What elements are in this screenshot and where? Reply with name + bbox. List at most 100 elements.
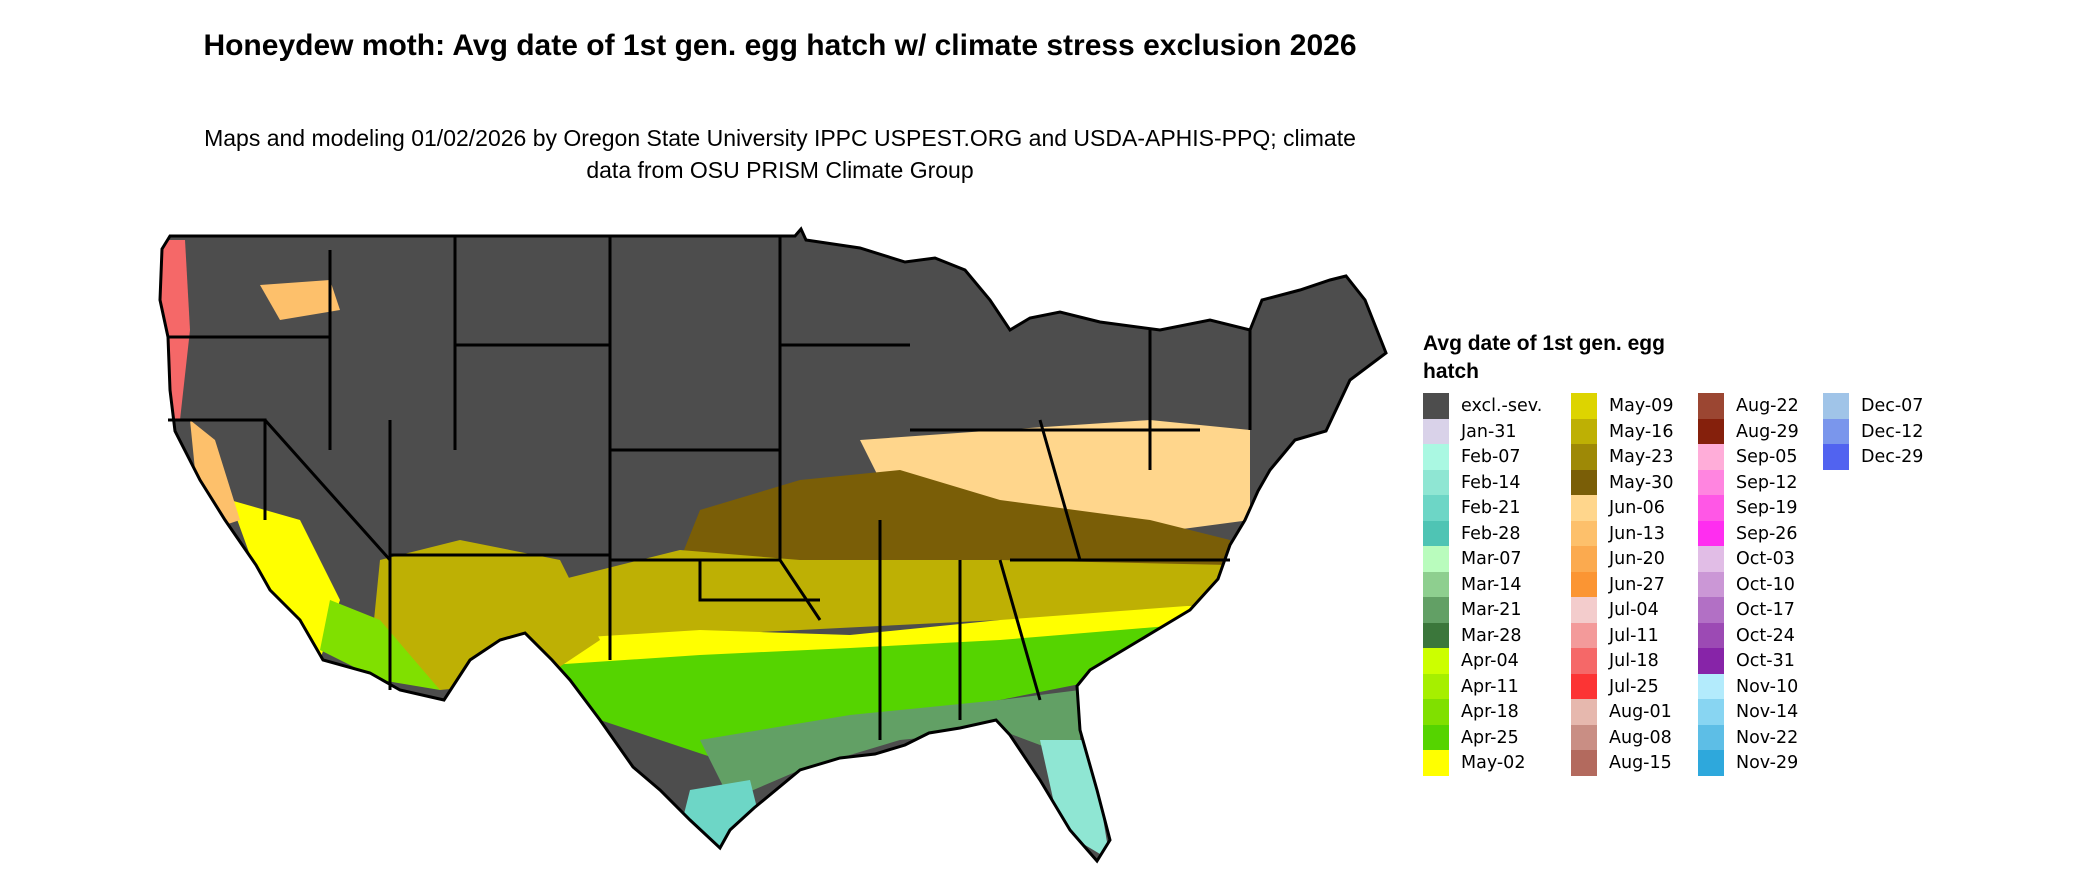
legend-label: Nov-10	[1736, 676, 1799, 697]
legend-swatch	[1423, 393, 1449, 419]
state-borders	[158, 227, 1388, 863]
legend-label: Jul-04	[1609, 600, 1659, 620]
legend-label: May-23	[1609, 447, 1674, 467]
legend-swatch	[1698, 699, 1724, 725]
legend-label: Dec-29	[1861, 447, 1924, 467]
legend-label: Dec-07	[1861, 396, 1924, 416]
legend-swatch	[1571, 597, 1597, 623]
legend-title: Avg date of 1st gen. egg hatch	[1423, 332, 1665, 383]
legend-swatch	[1698, 571, 1724, 597]
legend-label: Oct-03	[1736, 549, 1795, 569]
legend-swatch	[1698, 444, 1724, 470]
legend-label: Aug-01	[1609, 702, 1672, 722]
legend-label: Mar-14	[1461, 574, 1522, 595]
legend-label: Aug-29	[1736, 421, 1799, 442]
zone-jun-13-northwest	[260, 280, 340, 320]
legend-label: Jun-06	[1609, 498, 1665, 518]
legend-label: Sep-12	[1736, 472, 1798, 493]
legend-swatch	[1423, 648, 1449, 674]
legend-swatch	[1698, 750, 1724, 776]
legend-swatch	[1423, 418, 1449, 444]
map-title: Honeydew moth: Avg date of 1st gen. egg …	[203, 29, 1357, 62]
hatch-date-zones	[160, 240, 1250, 860]
legend-swatch	[1423, 546, 1449, 572]
zone-may-30	[680, 470, 1230, 580]
legend-swatch	[1571, 648, 1597, 674]
legend-label: May-16	[1609, 421, 1674, 442]
legend-swatch	[1571, 673, 1597, 699]
us-map	[158, 227, 1388, 863]
legend-swatch	[1423, 571, 1449, 597]
legend-label: Mar-28	[1461, 625, 1522, 646]
legend-label: Oct-24	[1736, 625, 1795, 646]
legend-swatch	[1698, 622, 1724, 648]
legend-label: Nov-29	[1736, 753, 1799, 773]
legend-label: Feb-07	[1461, 447, 1521, 467]
legend-swatch	[1698, 520, 1724, 546]
legend-swatch	[1698, 724, 1724, 750]
legend-swatch	[1698, 673, 1724, 699]
legend-label: May-09	[1609, 396, 1674, 416]
legend-swatch	[1423, 520, 1449, 546]
legend-label: Apr-25	[1461, 727, 1519, 748]
legend-label: Aug-15	[1609, 753, 1672, 773]
legend-label: Feb-14	[1461, 472, 1521, 493]
legend-swatch	[1698, 469, 1724, 495]
legend-swatch	[1571, 750, 1597, 776]
legend-swatch	[1698, 597, 1724, 623]
legend-label: excl.-sev.	[1461, 396, 1543, 416]
legend-swatch	[1823, 393, 1849, 419]
legend-label: Sep-26	[1736, 523, 1798, 544]
legend: Avg date of 1st gen. egg hatch excl.-sev…	[1423, 330, 1923, 776]
legend-label: Sep-05	[1736, 447, 1798, 467]
zone-apr-25-west	[320, 600, 440, 690]
legend-label: Jun-20	[1609, 549, 1665, 569]
legend-label: Feb-28	[1461, 523, 1521, 544]
legend-swatch	[1698, 418, 1724, 444]
legend-label: Nov-22	[1736, 727, 1799, 748]
legend-swatch	[1571, 469, 1597, 495]
legend-label: Apr-18	[1461, 702, 1519, 722]
legend-label: Sep-19	[1736, 498, 1798, 518]
legend-swatch	[1698, 648, 1724, 674]
legend-swatch	[1571, 520, 1597, 546]
legend-label: Aug-22	[1736, 396, 1799, 416]
legend-label: Jan-31	[1461, 421, 1517, 442]
legend-swatch	[1571, 699, 1597, 725]
legend-swatch	[1423, 724, 1449, 750]
legend-label: Dec-12	[1861, 421, 1924, 442]
legend-swatch	[1698, 546, 1724, 572]
legend-swatch	[1571, 622, 1597, 648]
legend-swatch	[1423, 469, 1449, 495]
legend-swatch	[1698, 495, 1724, 521]
legend-swatch	[1571, 393, 1597, 419]
legend-label: May-30	[1609, 472, 1674, 493]
legend-swatch	[1571, 495, 1597, 521]
zone-apr-25	[550, 625, 1180, 760]
zone-may-02	[540, 605, 1200, 670]
zone-jun-13-valley	[190, 420, 240, 525]
legend-swatch	[1423, 673, 1449, 699]
legend-label: Nov-14	[1736, 702, 1799, 722]
legend-swatch	[1823, 444, 1849, 470]
legend-label: Mar-21	[1461, 600, 1522, 620]
legend-swatch	[1571, 546, 1597, 572]
legend-swatch	[1423, 622, 1449, 648]
legend-swatch	[1571, 418, 1597, 444]
legend-swatch	[1423, 750, 1449, 776]
legend-label: Jun-13	[1609, 523, 1665, 544]
legend-label: Oct-10	[1736, 574, 1795, 595]
legend-label: Jul-18	[1609, 651, 1659, 671]
legend-swatch	[1571, 571, 1597, 597]
map-subtitle: Maps and modeling 01/02/2026 by Oregon S…	[204, 125, 1356, 183]
legend-label: Jul-11	[1609, 625, 1659, 646]
legend-label: Aug-08	[1609, 727, 1672, 748]
zone-may-02-west	[230, 500, 340, 660]
legend-swatch	[1571, 724, 1597, 750]
legend-label: Jul-25	[1609, 676, 1659, 697]
legend-label: Oct-17	[1736, 600, 1795, 620]
legend-swatch	[1823, 418, 1849, 444]
zone-mar-21	[700, 690, 1080, 800]
legend-label: Oct-31	[1736, 651, 1795, 671]
legend-label: Feb-21	[1461, 498, 1521, 518]
